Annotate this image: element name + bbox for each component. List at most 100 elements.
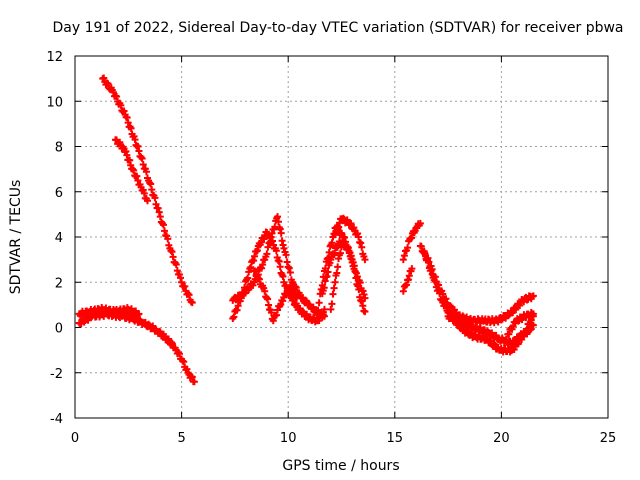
data-point: [184, 290, 192, 298]
data-point: [277, 301, 285, 309]
data-point: [408, 265, 416, 273]
data-point: [135, 147, 143, 155]
series-arc-16: [444, 312, 537, 349]
data-point: [167, 247, 175, 255]
y-tick-label: 0: [55, 322, 63, 337]
series-arc-1: [99, 74, 196, 307]
data-point: [312, 317, 320, 325]
data-point: [175, 270, 183, 278]
data-point: [190, 378, 198, 386]
y-tick-label: 4: [55, 231, 63, 246]
data-point: [178, 278, 186, 286]
data-point: [283, 258, 291, 266]
data-point: [330, 284, 338, 292]
data-point: [315, 299, 323, 307]
data-point: [466, 329, 474, 337]
data-point: [151, 194, 159, 202]
data-point: [358, 243, 366, 251]
data-point: [173, 267, 181, 275]
data-point: [526, 320, 534, 328]
y-tick-label: -4: [50, 412, 63, 427]
data-point: [358, 297, 366, 305]
data-point: [168, 248, 176, 256]
x-tick-label: 0: [71, 431, 79, 446]
data-point: [272, 311, 280, 319]
y-tick-label: 8: [55, 141, 63, 156]
data-point: [430, 276, 438, 284]
data-point: [263, 250, 271, 258]
data-point: [266, 238, 274, 246]
data-point: [399, 287, 407, 295]
data-point: [510, 345, 518, 353]
data-point: [340, 238, 348, 246]
data-point: [264, 243, 272, 251]
data-point: [274, 306, 282, 314]
data-point: [143, 197, 151, 205]
data-point: [277, 229, 285, 237]
data-point: [100, 74, 108, 82]
data-point: [285, 264, 293, 272]
data-point: [334, 263, 342, 271]
data-point: [138, 155, 146, 163]
data-point: [234, 302, 242, 310]
data-point: [442, 302, 450, 310]
chart-title: Day 191 of 2022, Sidereal Day-to-day VTE…: [52, 20, 623, 36]
data-point: [431, 277, 439, 285]
y-tick-label: 2: [55, 276, 63, 291]
data-point: [352, 274, 360, 282]
data-point: [164, 235, 172, 243]
data-point: [154, 204, 162, 212]
data-point: [320, 305, 328, 313]
x-tick-label: 10: [280, 431, 297, 446]
data-point: [324, 268, 332, 276]
data-point: [258, 264, 266, 272]
data-point: [109, 88, 117, 96]
data-point: [129, 165, 137, 173]
data-point: [328, 300, 336, 308]
series-arc-3: [75, 308, 198, 386]
y-tick-label: 6: [55, 186, 63, 201]
data-point: [156, 213, 164, 221]
data-point: [188, 373, 196, 381]
data-point: [251, 267, 259, 275]
data-point: [117, 101, 125, 109]
data-point: [169, 253, 177, 261]
data-point: [314, 306, 322, 314]
data-point: [152, 200, 160, 208]
y-tick-label: 12: [46, 50, 63, 65]
data-point: [399, 256, 407, 264]
data-point: [244, 274, 252, 282]
data-point: [286, 268, 294, 276]
series-arc-13: [399, 265, 416, 295]
data-point: [327, 305, 335, 313]
data-point: [523, 325, 531, 333]
series-arc-11: [327, 238, 348, 313]
x-tick-label: 25: [600, 431, 617, 446]
data-point: [139, 186, 147, 194]
data-point: [403, 281, 411, 289]
data-point: [416, 219, 424, 227]
data-point: [134, 176, 142, 184]
data-point: [436, 289, 444, 297]
data-point: [185, 291, 193, 299]
data-point: [259, 261, 267, 269]
data-point: [177, 274, 185, 282]
series-arc-17: [504, 309, 537, 338]
data-point: [284, 263, 292, 271]
data-point: [509, 323, 517, 331]
data-point: [348, 256, 356, 264]
data-point: [175, 350, 183, 358]
data-point: [139, 160, 147, 168]
y-tick-label: -2: [50, 367, 63, 382]
data-point: [264, 295, 272, 303]
data-point: [145, 320, 153, 328]
series-arc-12: [399, 219, 424, 264]
data-point: [147, 180, 155, 188]
data-point: [321, 264, 329, 272]
data-point: [320, 284, 328, 292]
series-arc-4: [75, 304, 143, 320]
data-point: [269, 317, 277, 325]
data-points: [75, 74, 537, 386]
data-point: [148, 186, 156, 194]
